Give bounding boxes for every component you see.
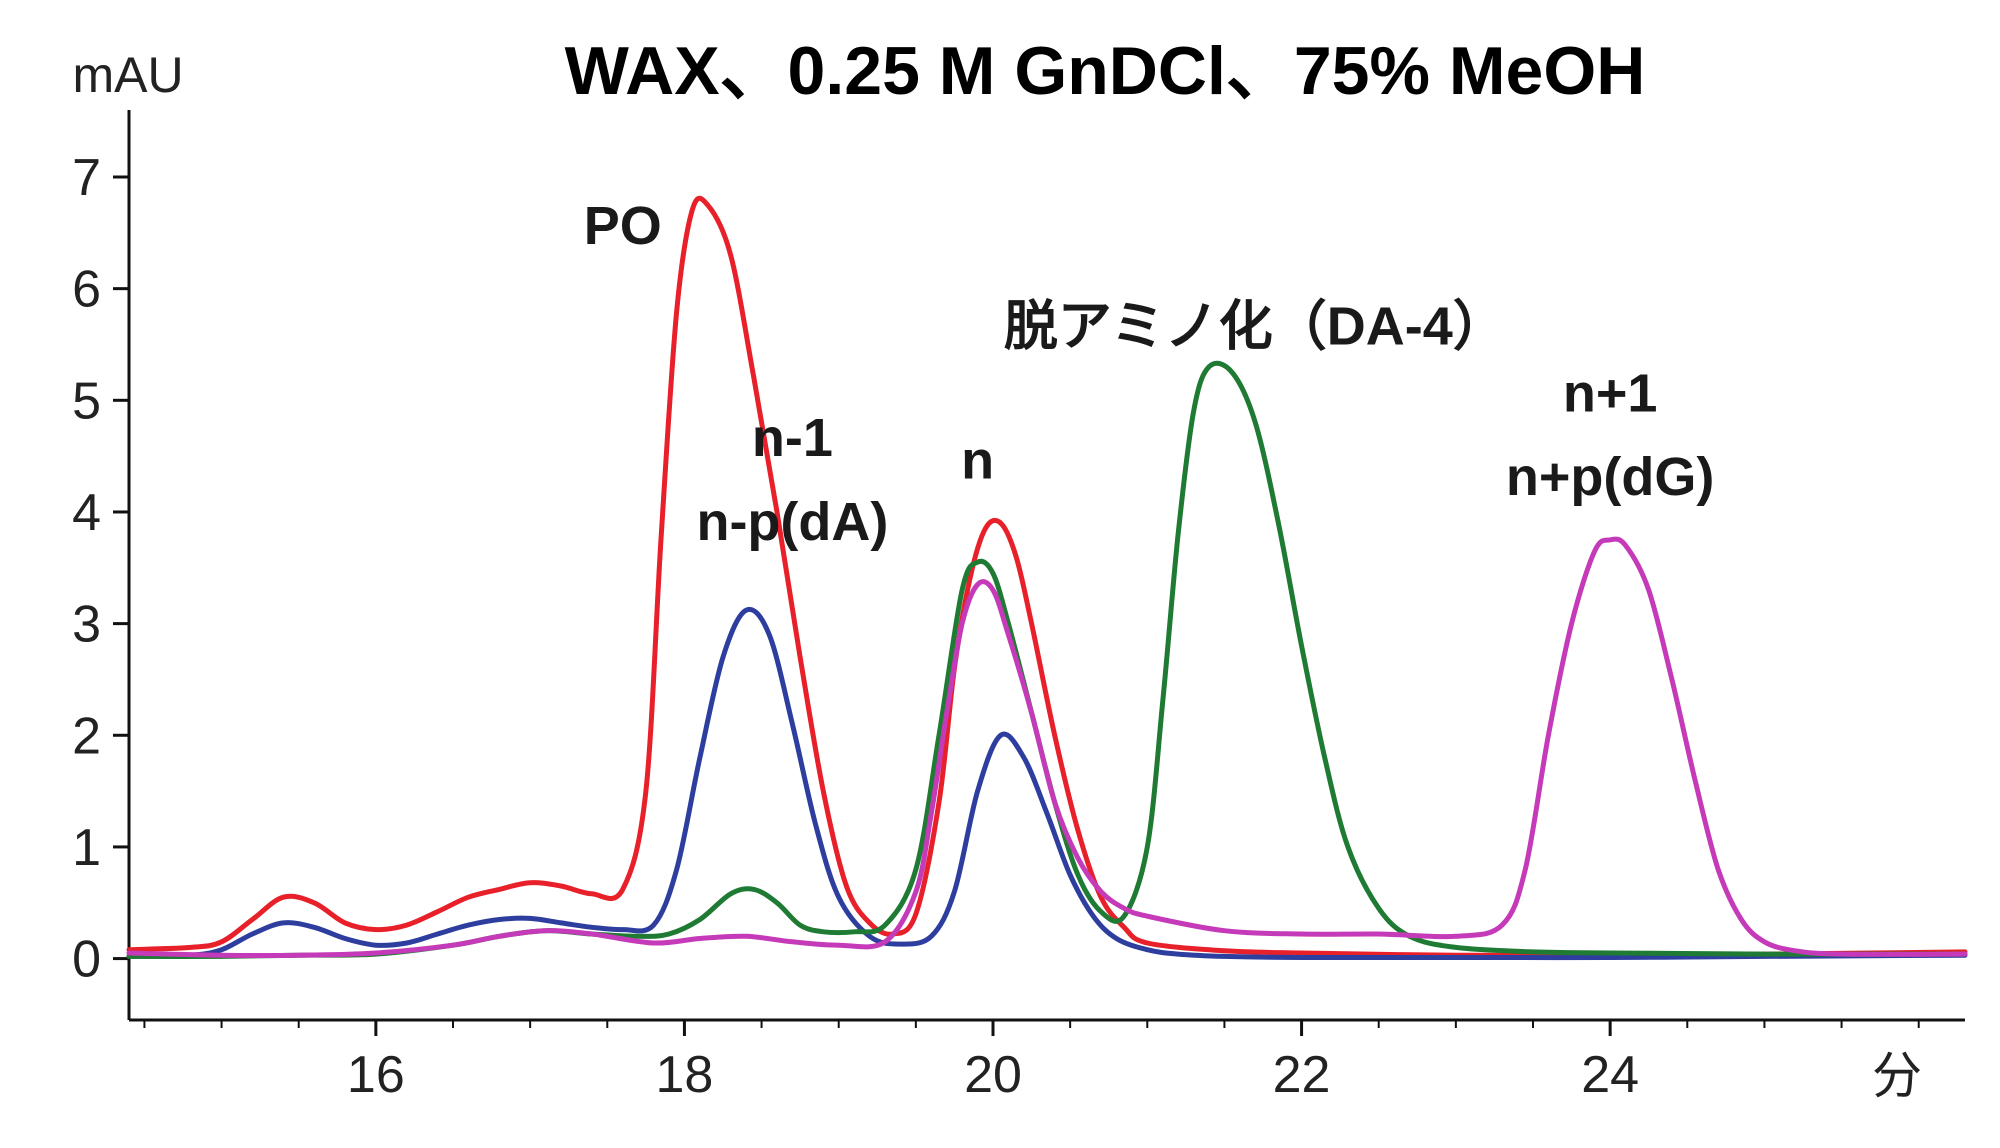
annotation-np1b: n+p(dG) — [1506, 447, 1714, 507]
x-ticks: 16 18 20 22 24 — [143, 1020, 1920, 1104]
y-axis-label: mAU — [72, 47, 183, 103]
series-line-red — [126, 195, 1968, 958]
y-tick-label: 6 — [72, 261, 101, 319]
y-tick-label: 3 — [72, 596, 101, 654]
y-tick-label: 0 — [72, 931, 101, 989]
y-tick-label: 2 — [72, 707, 101, 765]
annotation-deam: 脱アミノ化（DA-4） — [1004, 296, 1507, 356]
x-tick-label: 18 — [656, 1046, 714, 1104]
annotation-np1a: n+1 — [1563, 363, 1658, 423]
y-ticks: 0 1 2 3 4 5 6 7 — [72, 149, 129, 989]
annotation-nm1b: n-p(dA) — [696, 492, 888, 552]
annotation-po: PO — [584, 196, 662, 256]
y-tick-label: 5 — [72, 372, 101, 430]
annotation-nm1a: n-1 — [752, 408, 833, 468]
y-tick-label: 4 — [72, 484, 101, 542]
annotation-n: n — [961, 430, 994, 490]
series-lines — [126, 195, 1968, 961]
series-line-blue — [126, 606, 1968, 961]
x-axis-label: 分 — [1872, 1048, 1922, 1104]
chart-title: WAX、0.25 M GnDCl、75% MeOH — [565, 33, 1646, 109]
x-tick-label: 24 — [1581, 1046, 1639, 1104]
x-tick-label: 20 — [964, 1046, 1022, 1104]
x-tick-label: 22 — [1273, 1046, 1331, 1104]
series-line-magenta — [126, 536, 1968, 958]
y-tick-label: 1 — [72, 819, 101, 877]
peak-annotations: PO 脱アミノ化（DA-4） n-1 n-p(dA) n n+1 n+p(dG) — [584, 196, 1715, 552]
x-tick-label: 16 — [347, 1046, 405, 1104]
y-tick-label: 7 — [72, 149, 101, 207]
